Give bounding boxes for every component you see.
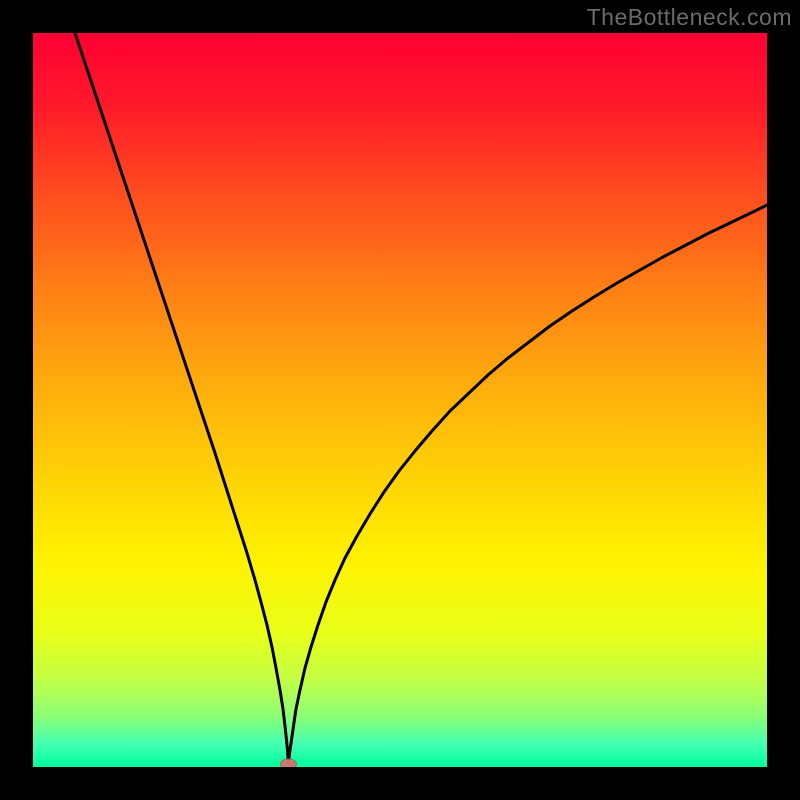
plot-area bbox=[33, 33, 767, 767]
chart-container: TheBottleneck.com bbox=[0, 0, 800, 800]
gradient-background bbox=[33, 33, 767, 767]
chart-svg bbox=[33, 33, 767, 767]
watermark-text: TheBottleneck.com bbox=[587, 4, 792, 31]
optimal-point-marker bbox=[281, 759, 297, 767]
